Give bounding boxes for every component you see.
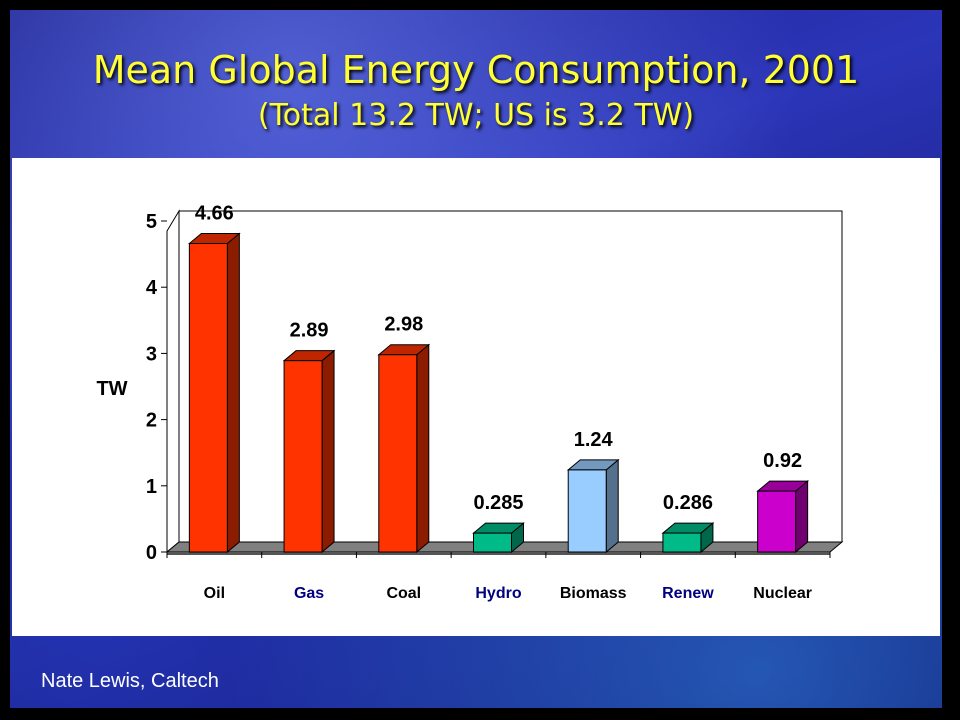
- bar-gas: [282, 349, 336, 554]
- value-label: 0.286: [663, 492, 713, 514]
- category-label: Coal: [386, 585, 421, 602]
- bar-coal: [377, 343, 431, 554]
- category-label: Hydro: [475, 585, 521, 602]
- bar-oil: [187, 232, 241, 554]
- y-tick-label: 2: [146, 410, 157, 432]
- slide-subtitle: (Total 13.2 TW; US is 3.2 TW): [257, 98, 695, 133]
- bar-front: [473, 532, 512, 553]
- bar-side: [226, 232, 240, 554]
- slide-title: Mean Global Energy Consumption, 2001: [92, 48, 860, 92]
- category-label: Renew: [662, 585, 714, 602]
- bar-hydro: [472, 522, 525, 554]
- bar-side: [795, 480, 809, 554]
- chart-side-wall: [166, 209, 180, 554]
- bar-renew: [661, 521, 715, 554]
- bar-front: [662, 532, 702, 553]
- bar-front: [378, 354, 418, 553]
- y-tick-label: 3: [146, 343, 157, 365]
- author-credit: Nate Lewis, Caltech: [41, 670, 219, 692]
- value-label: 2.89: [290, 320, 329, 342]
- category-label: Biomass: [560, 585, 627, 602]
- y-tick-label: 5: [146, 211, 157, 233]
- bar-biomass: [566, 458, 620, 554]
- value-label: 0.285: [473, 492, 523, 514]
- bar-front: [188, 243, 228, 553]
- y-tick-label: 4: [146, 277, 158, 299]
- category-labels: Oil Gas Coal Hydro Biomass Renew Nuclear: [204, 585, 812, 602]
- bars: [187, 232, 810, 554]
- bar-side: [605, 458, 619, 554]
- category-label: Gas: [294, 585, 324, 602]
- value-label: 0.92: [763, 450, 802, 472]
- bar-front: [567, 469, 607, 553]
- y-axis-label: TW: [96, 378, 127, 400]
- value-label: 4.66: [195, 203, 234, 225]
- value-labels: 4.66 2.89 2.98 0.285 1.24 0.286 0.92: [195, 203, 802, 515]
- bar-front: [757, 490, 797, 553]
- bar-front: [283, 360, 323, 553]
- slide-background: Mean Global Energy Consumption, 2001 (To…: [10, 10, 942, 708]
- chart-panel: 0 1 2 3 4 5 TW 4.66 2.89 2.98 0.285 1.24 0.286 0.92…: [12, 158, 940, 636]
- bar-side: [321, 349, 335, 554]
- y-tick-label: 0: [146, 542, 157, 564]
- category-label: Oil: [204, 585, 225, 602]
- value-label: 2.98: [384, 314, 423, 336]
- y-axis: 0 1 2 3 4 5: [146, 211, 167, 564]
- value-label: 1.24: [574, 429, 614, 451]
- bar-side: [416, 343, 430, 554]
- bar-nuclear: [756, 480, 810, 554]
- category-label: Nuclear: [753, 585, 812, 602]
- chart-floor-edge: [167, 552, 830, 555]
- bar-chart: 0 1 2 3 4 5 TW 4.66 2.89 2.98 0.285 1.24 0.286 0.92…: [96, 203, 844, 602]
- y-tick-label: 1: [146, 476, 157, 498]
